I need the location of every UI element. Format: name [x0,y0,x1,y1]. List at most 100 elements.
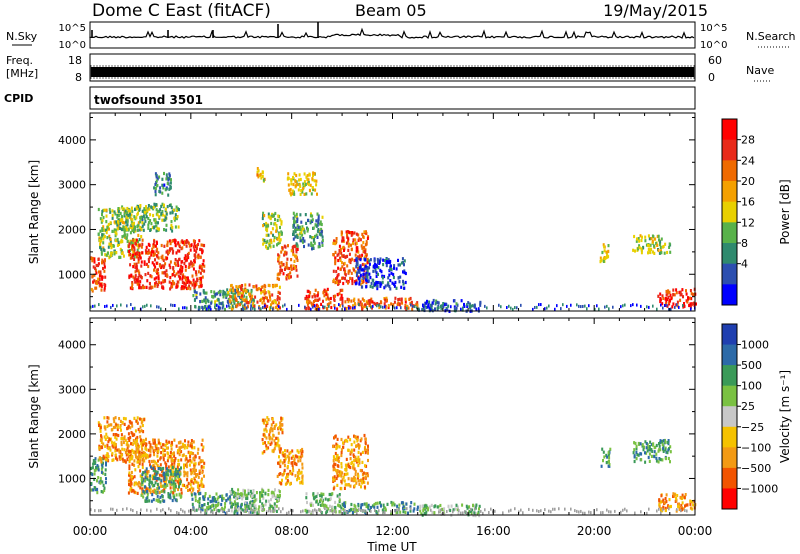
velocity-cell [114,446,117,450]
velocity-cell [190,439,193,443]
power-cell [113,249,116,253]
velocity-cell [167,469,170,473]
power-cell [125,220,127,224]
power-cell [371,285,374,289]
velocity-cell [265,447,268,451]
power-cell [268,243,271,248]
velocity-cell [189,454,192,458]
power-cell [202,290,205,294]
power-cell [153,277,156,281]
power-cell [227,291,230,295]
velocity-cell [304,508,307,513]
power-cell [664,303,667,307]
velocity-cell [353,484,356,488]
velocity-cell [164,461,167,465]
velocity-cell [94,486,97,490]
power-cell [298,173,301,177]
power-cell [162,286,165,290]
velocity-cell [350,508,353,512]
velocity-cell [692,503,695,507]
power-cell [155,175,158,179]
velocity-cell [190,493,193,497]
power-cell [683,302,685,306]
power-cell [262,224,265,228]
velocity-cell [399,510,402,514]
power-cell [116,215,119,219]
velocity-cell [155,491,158,495]
date-title: 19/May/2015 [603,1,708,20]
power-cell [162,258,165,262]
velocity-cell [360,503,363,507]
velocity-cell [366,448,369,452]
velocity-cell [332,487,335,491]
velocity-cell [293,458,296,463]
power-cell [350,299,353,303]
velocity-cell [655,459,658,463]
power-cell [638,244,641,248]
power-cell [386,283,389,287]
power-cell [179,272,182,276]
power-cell [97,207,100,212]
velocity-cell [106,443,109,447]
colorbar-segment [722,284,737,306]
velocity-cell [275,504,278,508]
power-cell [309,235,312,239]
power-cell [290,182,293,186]
velocity-cell [182,444,185,449]
velocity-cell [183,470,186,474]
power-cell [277,241,280,246]
velocity-cell [320,492,323,496]
velocity-cell [343,511,346,515]
velocity-cell [140,429,143,433]
power-cell [164,207,167,211]
power-cell [147,207,150,211]
velocity-cell [670,504,672,509]
velocity-cell [201,484,204,488]
velocity-cell [205,511,208,515]
power-cell [278,297,281,301]
power-cell [317,245,320,249]
velocity-ground-cell [278,507,280,511]
power-cell [364,276,366,280]
velocity-cell [165,446,168,450]
velocity-cell [194,492,197,497]
velocity-cell [185,485,188,489]
power-cell [673,293,676,297]
velocity-cell [352,507,355,512]
power-ground-cell [120,303,122,307]
velocity-cell [316,492,319,496]
velocity-cell [673,493,676,497]
velocity-cell [396,504,399,508]
velocity-cell [156,454,159,458]
power-cell [286,257,289,261]
velocity-cell [103,416,106,420]
velocity-cell [178,493,181,497]
power-cell [152,242,155,247]
power-cell [203,244,206,248]
power-cell [377,266,380,270]
power-cell [169,247,171,251]
power-cell [647,234,650,238]
power-cell [250,290,253,294]
power-cell [361,307,364,311]
power-cell [357,267,360,271]
power-cell [314,288,317,292]
power-cell [156,209,159,213]
power-cell [166,249,169,253]
velocity-cell [103,456,106,460]
power-cell [152,251,155,255]
velocity-cell [374,501,377,506]
power-cell [150,250,153,254]
velocity-cell [96,491,99,495]
power-cell [187,241,190,245]
power-cell [173,261,176,265]
power-cell [679,298,682,302]
velocity-cell [332,444,335,449]
velocity-cell [146,475,149,480]
power-ground-cell [382,305,384,309]
velocity-ground-cell [280,510,282,514]
velocity-cell [154,490,157,494]
power-cell [172,266,175,270]
velocity-cell [99,424,102,428]
velocity-cell [244,489,246,493]
